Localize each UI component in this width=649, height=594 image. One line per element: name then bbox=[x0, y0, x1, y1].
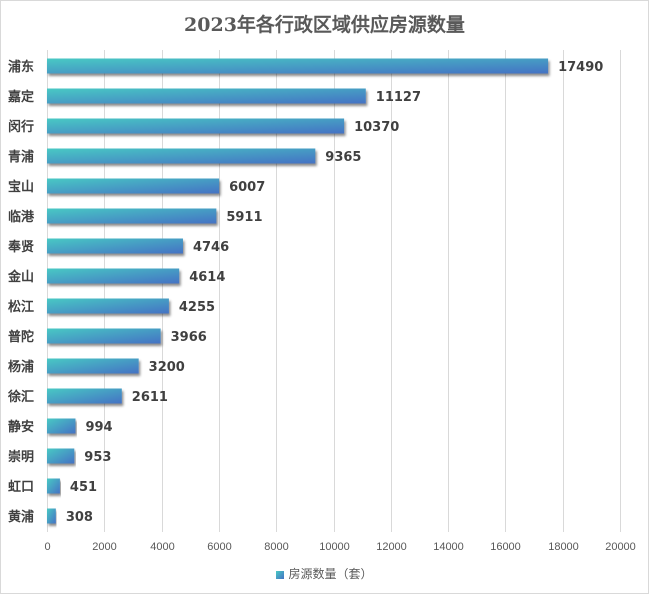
x-tick-label: 10000 bbox=[319, 541, 350, 553]
x-tick-label: 8000 bbox=[264, 541, 288, 553]
bar bbox=[47, 298, 169, 314]
category-label: 杨浦 bbox=[8, 359, 34, 375]
legend-label: 房源数量（套） bbox=[288, 567, 373, 581]
x-tick-label: 12000 bbox=[376, 541, 407, 553]
data-label: 4255 bbox=[179, 300, 215, 315]
data-label: 308 bbox=[66, 510, 93, 525]
category-label: 青浦 bbox=[8, 149, 34, 165]
bar bbox=[47, 58, 549, 74]
x-tick-label: 16000 bbox=[490, 541, 521, 553]
bar bbox=[47, 508, 56, 524]
category-label: 闵行 bbox=[8, 119, 34, 135]
bar bbox=[47, 388, 122, 404]
bar bbox=[47, 148, 316, 164]
bar bbox=[47, 358, 139, 374]
category-label: 虹口 bbox=[8, 479, 34, 495]
data-label: 3966 bbox=[171, 330, 207, 345]
bar bbox=[47, 328, 161, 344]
data-label: 5911 bbox=[226, 210, 262, 225]
data-label: 9365 bbox=[325, 150, 361, 165]
bar bbox=[47, 208, 217, 224]
category-label: 奉贤 bbox=[7, 239, 34, 255]
category-label: 临港 bbox=[8, 209, 35, 225]
bar bbox=[47, 178, 220, 194]
data-label: 4746 bbox=[193, 240, 229, 255]
data-label: 11127 bbox=[376, 90, 421, 105]
category-label: 嘉定 bbox=[7, 89, 34, 105]
bar bbox=[47, 448, 75, 464]
bar bbox=[47, 268, 180, 284]
x-tick-label: 14000 bbox=[433, 541, 464, 553]
data-label: 994 bbox=[85, 420, 112, 435]
bar bbox=[47, 418, 76, 434]
bar bbox=[47, 238, 183, 254]
chart-title: 2023年各行政区域供应房源数量 bbox=[184, 14, 465, 36]
category-label: 崇明 bbox=[8, 449, 34, 465]
x-tick-label: 4000 bbox=[150, 541, 174, 553]
bar bbox=[47, 88, 366, 104]
data-label: 4614 bbox=[189, 270, 225, 285]
data-label: 10370 bbox=[354, 120, 399, 135]
category-label: 浦东 bbox=[8, 59, 34, 75]
bar bbox=[47, 478, 60, 494]
data-label: 17490 bbox=[558, 60, 603, 75]
bar bbox=[47, 118, 345, 134]
data-label: 953 bbox=[84, 450, 111, 465]
data-label: 6007 bbox=[229, 180, 265, 195]
category-label: 松江 bbox=[8, 299, 34, 315]
category-label: 宝山 bbox=[8, 179, 34, 195]
category-label: 黄浦 bbox=[8, 509, 34, 525]
data-label: 451 bbox=[70, 480, 97, 495]
data-label: 3200 bbox=[149, 360, 185, 375]
legend-swatch bbox=[276, 570, 285, 579]
category-label: 徐汇 bbox=[7, 389, 34, 405]
legend: 房源数量（套） bbox=[0, 565, 649, 582]
x-tick-label: 20000 bbox=[605, 541, 636, 553]
data-label: 2611 bbox=[132, 390, 168, 405]
category-label: 普陀 bbox=[8, 329, 34, 345]
category-label: 金山 bbox=[7, 269, 34, 285]
x-tick-label: 6000 bbox=[207, 541, 231, 553]
x-tick-label: 0 bbox=[44, 541, 50, 553]
x-tick-label: 2000 bbox=[92, 541, 116, 553]
category-label: 静安 bbox=[8, 419, 34, 435]
x-tick-label: 18000 bbox=[548, 541, 579, 553]
